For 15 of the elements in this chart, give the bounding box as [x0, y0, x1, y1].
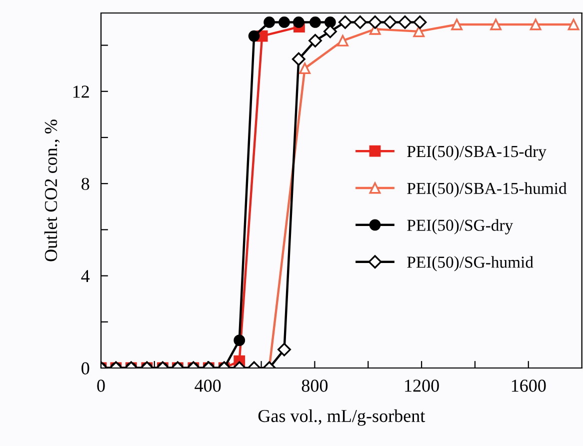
y-tick-label: 12 — [73, 86, 89, 98]
x-tick-label: 1600 — [512, 380, 546, 392]
y-tick-label: 0 — [82, 362, 90, 374]
y-axis-title: Outlet CO2 con., % — [44, 120, 60, 262]
legend-label: PEI(50)/SBA-15-humid — [407, 182, 567, 198]
legend-label: PEI(50)/SG-dry — [407, 219, 514, 234]
y-tick-label: 4 — [81, 270, 90, 282]
y-tick-label: 8 — [82, 178, 90, 190]
x-tick-label: 0 — [97, 380, 105, 392]
legend-label: PEI(50)/SBA-15-dry — [407, 145, 546, 161]
x-tick-label: 1200 — [405, 380, 439, 392]
x-axis-title: Gas vol., mL/g-sorbent — [258, 409, 426, 426]
x-tick-label: 800 — [302, 380, 328, 392]
x-tick-label: 400 — [194, 380, 221, 392]
legend-label: PEI(50)/SG-humid — [407, 256, 534, 272]
